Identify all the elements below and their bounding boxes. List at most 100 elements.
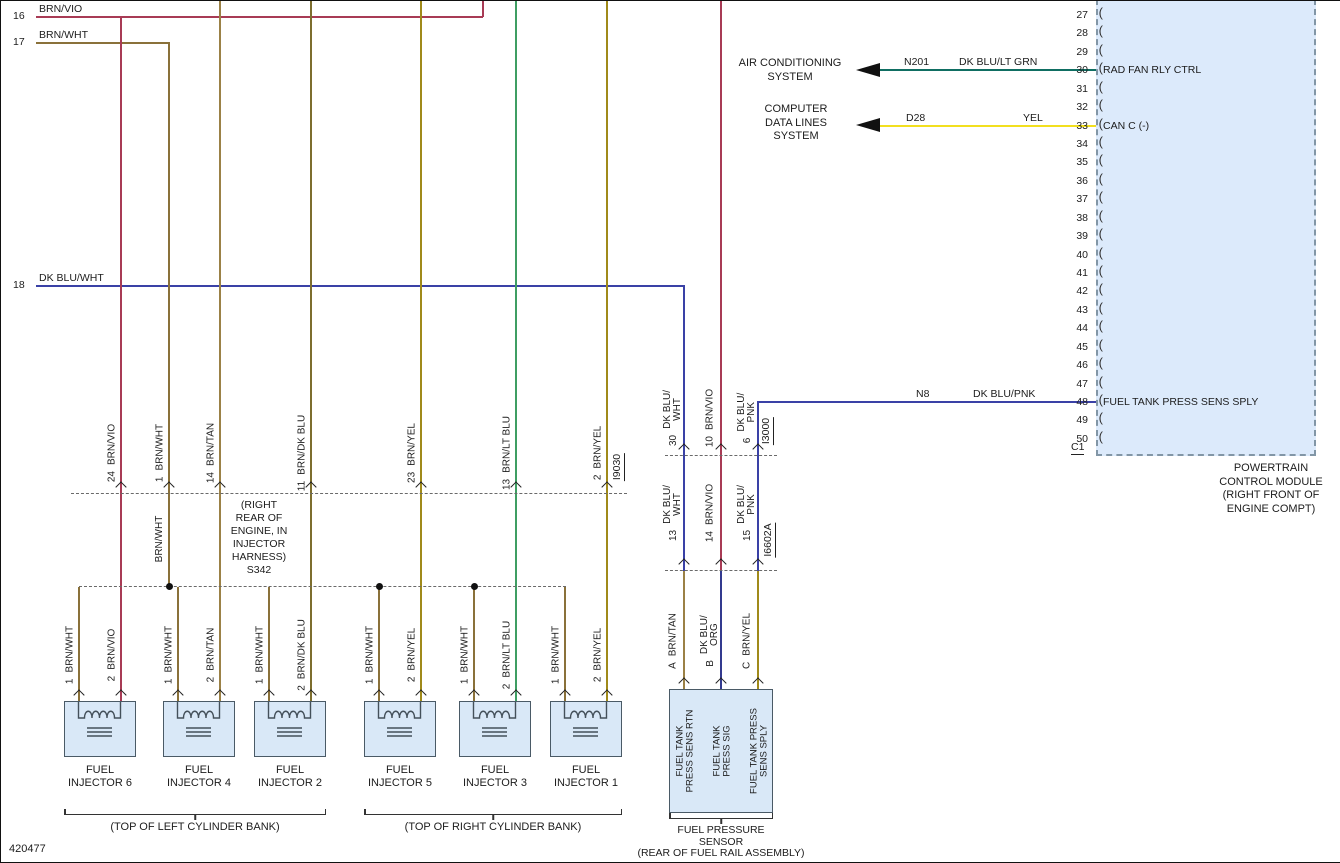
sensor-pin-a-wire-label: A BRN/TAN [667,613,679,669]
sensor-c-function-label: FUEL TANK PRESS SENS SPLY [748,708,770,794]
terminal-chevron-icon [263,689,275,701]
right-bank-brace [364,809,622,820]
pin-bracket-icon: ( [1098,208,1103,223]
i9030-pin23-label: 23 BRN/YEL [406,423,418,483]
sensor-caption: FUEL PRESSURE SENSOR (REAR OF FUEL RAIL AS… [637,824,805,859]
injector-coil-icon [176,702,221,737]
splice-dot [471,583,478,590]
pin-bracket-icon: ( [1098,410,1103,425]
splice-dot [376,583,383,590]
terminal-chevron-icon [510,689,522,701]
splice-s342-line [79,586,566,587]
pcm-pin-44: 44( [1076,318,1103,335]
pcm-pin48-function-label: FUEL TANK PRESS SENS SPLY [1103,396,1259,408]
inj4-pin1-wire-label: 1 BRN/WHT [163,625,175,685]
pcm-pin33-function-label: CAN C (-) [1103,120,1150,132]
pcm-pin-49: 49( [1076,410,1103,427]
pin-bracket-icon: ( [1098,355,1103,370]
pin-bracket-icon: ( [1098,281,1103,296]
offpage-arrow-icon [856,118,880,132]
terminal-chevron-icon [715,443,727,455]
inj4-pin2-wire-label: 2 BRN/TAN [205,627,217,683]
injector-5-caption: FUEL INJECTOR 5 [368,764,432,789]
wire-brn-vio-top-stub [482,1,484,17]
splice-s342-note: (RIGHT REAR OF ENGINE, IN INJECTOR HARNESS)… [230,499,288,576]
connector-i3000-name: I3000 [760,416,774,446]
pin-bracket-icon: ( [1098,318,1103,333]
wire-inj2-pin2-brn-dk-blu [310,1,312,701]
offpage-arrow-icon [856,63,880,77]
pin-bracket-icon: ( [1098,79,1103,94]
wire-inj6-pin2-brn-vio [120,16,122,701]
wire-inj4-pin2-brn-tan [219,1,221,701]
terminal-chevron-icon [415,481,427,493]
injector-1-caption: FUEL INJECTOR 1 [554,764,618,789]
wire-inj6-pin1-brn-wht [78,587,80,701]
i9030-pin2-label: 2 BRN/YEL [592,425,604,481]
wire-splice-feed-brn-wht [168,42,170,588]
i3000-pin10-label: 10 BRN/VIO [704,388,716,448]
pcm-pin-41: 41( [1076,263,1103,280]
injector-coil-icon [563,702,608,737]
injector-coil-icon [77,702,122,737]
injector-coil-icon [267,702,312,737]
connector-i6602a-name: I6602A [762,522,776,558]
circuit-d28-label: D28 [906,112,926,124]
injector-3-caption: FUEL INJECTOR 3 [463,764,527,789]
computer-data-lines-system-label: COMPUTER DATA LINES SYSTEM [764,103,828,142]
pin-bracket-icon: ( [1098,392,1103,407]
wire-inj5-pin1-brn-wht [378,587,380,701]
pcm-pin-34: 34( [1076,134,1103,151]
injector-6-caption: FUEL INJECTOR 6 [68,764,132,789]
wire-inj4-pin1-brn-wht [177,587,179,701]
i6602a-pin13-label: 13 DK BLU/WHT [662,484,683,542]
wire-sensor-b-lower-dk-blu-org [720,571,722,689]
circuit-n8-label: N8 [916,388,930,400]
connector-i6602a-line [665,570,777,571]
drawing-number: 420477 [9,843,46,855]
terminal-chevron-icon [373,689,385,701]
fuel-injector-5-box [364,701,436,757]
connector-i9030-name: I9030 [611,452,625,482]
wire-inj1-pin1-brn-wht [564,587,566,701]
terminal-chevron-icon [678,558,690,570]
injector-4-caption: FUEL INJECTOR 4 [167,764,231,789]
splice-feed-color-label: BRN/WHT [154,515,165,563]
inj3-pin2-wire-label: 2 BRN/LT BLU [501,620,513,690]
connector-i9030-line [71,493,627,494]
i9030-pin14-label: 14 BRN/TAN [205,422,217,484]
pcm-pin-43: 43( [1076,300,1103,317]
wire-16-number: 16 [13,10,25,22]
pcm-pin-48: 48( [1076,392,1103,409]
fuel-injector-6-box [64,701,136,757]
left-bank-label: (TOP OF LEFT CYLINDER BANK) [110,821,280,833]
pcm-connector-c1-label: C1 [1071,441,1085,455]
terminal-chevron-icon [115,689,127,701]
pcm-pin-28: 28( [1076,23,1103,40]
pcm-pin-30: 30( [1076,60,1103,77]
terminal-chevron-icon [415,689,427,701]
inj2-pin2-wire-label: 2 BRN/DK BLU [296,619,308,691]
i3000-pin6-label: 6 DK BLU/PNK [736,392,757,444]
wire-16-brn-vio [36,16,483,18]
sensor-brace [669,813,773,824]
inj1-pin2-wire-label: 2 BRN/YEL [592,627,604,683]
inj2-pin1-wire-label: 1 BRN/WHT [254,625,266,685]
wire-17-brn-wht [36,42,169,44]
pcm-pin-46: 46( [1076,355,1103,372]
wire-sensor-c-upper-dk-blu-pnk [757,401,759,572]
inj6-pin1-wire-label: 1 BRN/WHT [64,625,76,685]
wire-18-number: 18 [13,279,25,291]
i3000-pin30-label: 30 DK BLU/WHT [662,389,683,447]
pcm-pin-29: 29( [1076,42,1103,59]
injector-coil-icon [377,702,422,737]
terminal-chevron-icon [305,689,317,701]
wire-inj3-pin2-brn-lt-blu [515,1,517,701]
i9030-pin11-label: 11 BRN/DK BLU [296,414,308,492]
fuel-injector-2-box [254,701,326,757]
circuit-n201-label: N201 [904,56,930,68]
sensor-b-function-label: FUEL TANK PRESS SIG [711,725,733,777]
pin-bracket-icon: ( [1098,300,1103,315]
pin-bracket-icon: ( [1098,97,1103,112]
wire-16-color-label: BRN/VIO [39,3,83,15]
